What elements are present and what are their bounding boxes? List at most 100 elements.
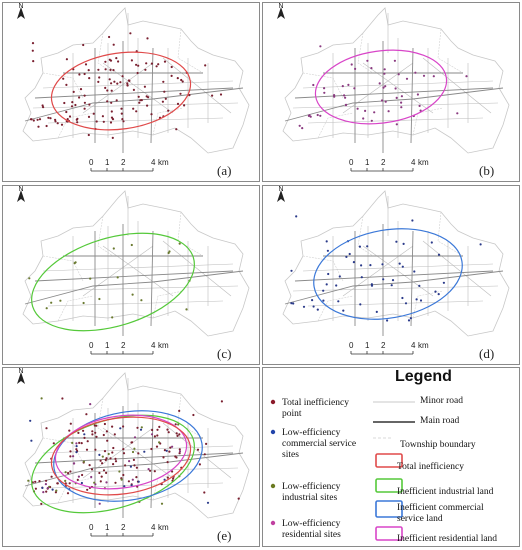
site-point xyxy=(81,473,84,477)
site-point xyxy=(405,77,409,80)
site-point xyxy=(158,441,161,444)
scale-unit-label: km xyxy=(158,158,169,167)
site-point xyxy=(176,102,180,105)
site-point xyxy=(128,460,131,463)
main-road xyxy=(34,270,234,282)
site-point xyxy=(87,115,91,118)
site-point xyxy=(50,301,53,304)
site-point xyxy=(397,73,400,76)
site-point xyxy=(118,470,121,473)
site-point xyxy=(37,125,40,128)
site-point xyxy=(44,483,48,486)
site-point xyxy=(97,68,100,71)
standard-deviation-ellipse xyxy=(53,410,203,502)
site-point xyxy=(139,428,143,431)
site-point xyxy=(42,491,45,494)
legend-label-main-road: Main road xyxy=(420,416,460,426)
legend-point-swatch xyxy=(270,483,276,489)
site-point xyxy=(38,480,41,483)
site-point xyxy=(106,100,109,103)
site-point xyxy=(29,419,32,422)
site-point xyxy=(41,486,44,489)
site-point xyxy=(45,307,48,310)
site-point xyxy=(31,42,35,45)
site-point xyxy=(64,479,67,482)
site-point xyxy=(36,118,39,121)
site-point xyxy=(104,86,107,89)
site-point xyxy=(119,427,122,430)
site-point xyxy=(66,492,70,495)
site-point xyxy=(149,469,152,472)
site-point xyxy=(130,484,133,487)
township-line xyxy=(437,28,464,74)
map-panel-c: N 0 1 2 4 km (c) xyxy=(2,185,260,365)
site-point xyxy=(309,115,312,118)
site-point xyxy=(91,430,94,433)
standard-deviation-ellipse xyxy=(314,49,448,125)
site-point xyxy=(325,240,328,243)
legend-label-industrial-sites: Low-efficiency industrial sites xyxy=(282,482,341,503)
site-point xyxy=(135,466,138,469)
site-point xyxy=(137,480,140,483)
site-point xyxy=(86,440,89,443)
site-point xyxy=(144,68,147,71)
site-point xyxy=(387,110,390,113)
site-point xyxy=(115,57,118,60)
site-point xyxy=(70,105,74,108)
site-point xyxy=(338,275,341,278)
site-point xyxy=(88,464,91,467)
site-point xyxy=(40,502,43,505)
site-point xyxy=(135,110,138,113)
standard-deviation-ellipse xyxy=(50,416,192,496)
site-point xyxy=(65,58,68,61)
site-point xyxy=(90,468,94,471)
site-point xyxy=(203,453,206,456)
site-point xyxy=(364,109,367,112)
site-point xyxy=(45,479,48,482)
site-point xyxy=(147,468,150,471)
site-point xyxy=(322,289,325,292)
site-point xyxy=(178,409,181,412)
site-point xyxy=(127,480,130,483)
site-point xyxy=(103,422,106,426)
site-point xyxy=(163,60,167,63)
site-point xyxy=(99,480,102,483)
site-point xyxy=(393,59,396,62)
site-point xyxy=(130,59,133,62)
site-point xyxy=(398,262,401,265)
site-point xyxy=(416,93,419,96)
site-point xyxy=(90,475,93,479)
site-point xyxy=(104,458,107,462)
site-point xyxy=(40,397,43,400)
township-line xyxy=(57,477,94,504)
minor-road xyxy=(162,57,232,114)
site-point xyxy=(101,462,104,465)
site-point xyxy=(312,305,315,308)
minor-road xyxy=(292,102,499,109)
site-point xyxy=(383,68,386,71)
scale-tick-label: 0 xyxy=(349,158,354,167)
site-point xyxy=(132,458,135,461)
site-point xyxy=(120,107,123,110)
site-point xyxy=(94,431,97,434)
site-point xyxy=(211,94,214,97)
site-point xyxy=(98,453,101,456)
site-point xyxy=(29,118,33,121)
site-point xyxy=(52,442,55,445)
site-point xyxy=(381,263,384,266)
site-point xyxy=(98,471,101,475)
minor-road xyxy=(422,240,492,297)
standard-deviation-ellipse xyxy=(50,51,192,131)
site-point xyxy=(75,118,78,121)
site-point xyxy=(319,45,322,48)
site-point xyxy=(167,251,170,255)
site-point xyxy=(122,425,125,428)
site-point xyxy=(111,136,114,139)
site-point xyxy=(140,299,143,302)
site-point xyxy=(298,124,301,127)
site-point xyxy=(80,442,83,445)
minor-road xyxy=(102,62,174,114)
scale-tick-label: 1 xyxy=(365,341,370,350)
township-line xyxy=(97,32,114,74)
legend-point-swatch xyxy=(270,429,276,435)
